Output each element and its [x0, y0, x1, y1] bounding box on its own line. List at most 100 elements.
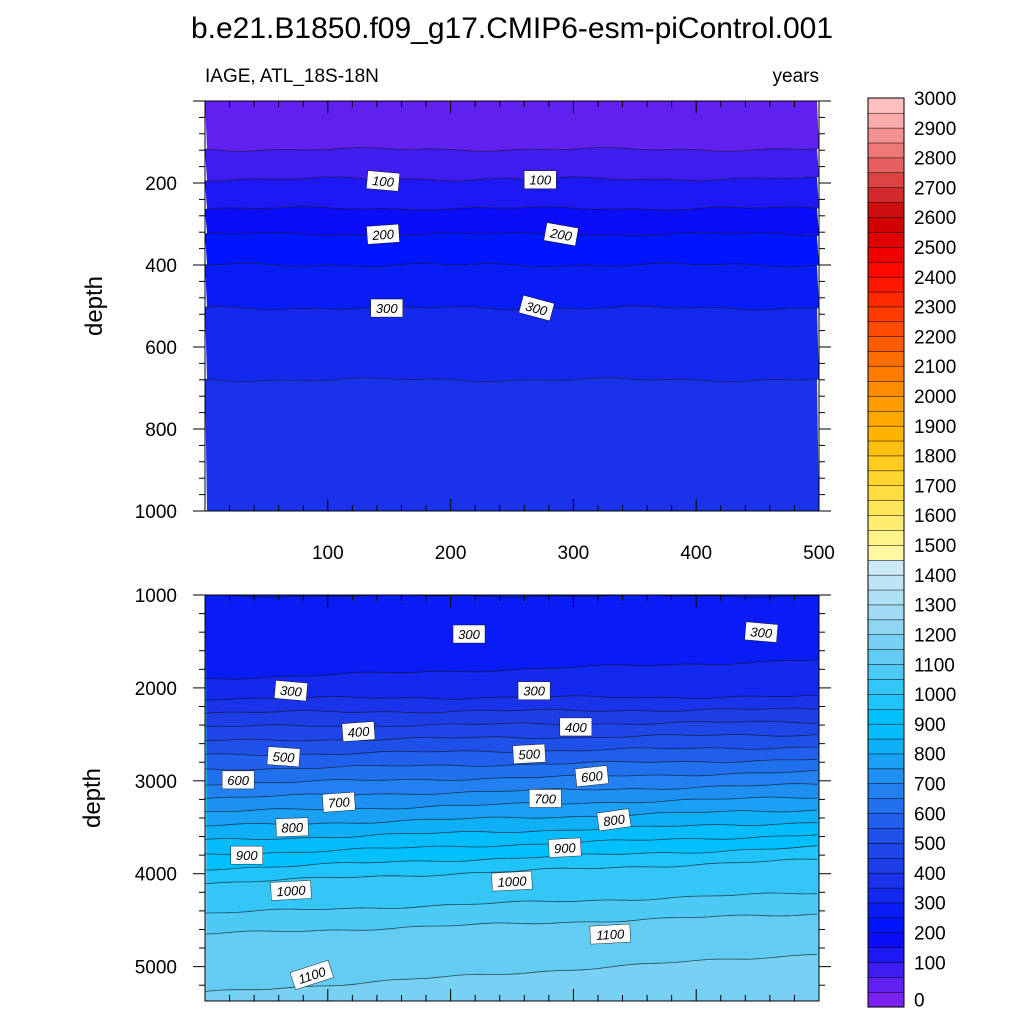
colorbar-label: 500 [914, 834, 946, 855]
colorbar-box [867, 619, 905, 636]
top-contour-band [205, 176, 819, 211]
svg-text:600: 600 [580, 768, 604, 785]
top-contour-line [205, 262, 818, 268]
top-contour-band [205, 206, 819, 236]
top-y-tick-label: 200 [145, 174, 177, 195]
colorbar: 0 100 200 300 400 500 600 700 800 900 1000 1100 1200… [867, 89, 956, 1012]
colorbar-box [867, 291, 905, 308]
svg-text:1100: 1100 [596, 926, 625, 942]
colorbar-box [867, 991, 905, 1008]
svg-text:900: 900 [554, 840, 577, 856]
svg-text:800: 800 [602, 811, 626, 829]
colorbar-box [867, 678, 905, 695]
bottom-contour-line [205, 892, 818, 914]
top-contour-band [205, 263, 819, 310]
colorbar-box [867, 380, 905, 397]
svg-text:100: 100 [372, 173, 396, 190]
bottom-contour-line [205, 720, 817, 727]
bottom-contour-line [205, 834, 818, 856]
colorbar-label: 0 [914, 991, 925, 1012]
bottom-y-tick-label: 2000 [135, 679, 177, 700]
top-contour-line [205, 176, 818, 182]
colorbar-label: 1900 [914, 417, 956, 438]
colorbar-box [867, 798, 905, 814]
svg-text:300: 300 [376, 301, 398, 316]
bottom-contour-line [205, 758, 818, 771]
bottom-contour-line [205, 783, 818, 799]
colorbar-box [867, 693, 905, 710]
svg-text:600: 600 [227, 773, 249, 788]
bottom-contour-label: 400 [559, 717, 593, 737]
colorbar-label: 100 [914, 953, 946, 974]
bottom-contour-label: 600 [574, 765, 609, 788]
bottom-contour-line [205, 822, 817, 841]
colorbar-label: 1500 [914, 536, 956, 557]
svg-text:100: 100 [529, 173, 551, 188]
colorbar-box [867, 112, 905, 129]
svg-text:700: 700 [328, 794, 351, 811]
top-contour-band [205, 147, 819, 181]
colorbar-box [867, 410, 905, 427]
bottom-contour-label: 1000 [270, 880, 312, 901]
colorbar-label: 1300 [914, 596, 956, 617]
top-contour-band [205, 306, 819, 382]
top-x-tick-label: 100 [312, 543, 344, 564]
colorbar-box [867, 962, 905, 978]
top-y-tick-label: 600 [145, 338, 177, 359]
bottom-contour-line [205, 954, 818, 992]
colorbar-box [867, 97, 905, 114]
colorbar-box [867, 365, 905, 382]
colorbar-label: 1800 [914, 447, 956, 468]
colorbar-box [867, 813, 905, 829]
colorbar-box [867, 351, 905, 367]
svg-text:400: 400 [565, 720, 587, 735]
colorbar-box [867, 187, 905, 203]
colorbar-box [867, 544, 905, 561]
bottom-contour-label: 700 [528, 789, 562, 808]
colorbar-box [867, 425, 905, 442]
colorbar-box [867, 827, 905, 844]
svg-text:300: 300 [523, 684, 545, 699]
bottom-y-tick-label: 5000 [135, 958, 177, 979]
colorbar-box [867, 157, 905, 174]
top-contour-band [205, 377, 819, 511]
bottom-contour-label: 300 [274, 680, 308, 702]
colorbar-box [867, 976, 905, 993]
colorbar-box [867, 231, 905, 248]
colorbar-label: 600 [914, 804, 946, 825]
top-plot-border [204, 100, 820, 512]
bottom-contour-label: 900 [230, 845, 263, 865]
colorbar-box [867, 470, 905, 486]
colorbar-border [867, 97, 905, 1008]
top-contour-label: 300 [518, 294, 555, 322]
svg-text:700: 700 [534, 791, 556, 806]
colorbar-box [867, 336, 905, 352]
colorbar-box [867, 947, 905, 963]
colorbar-box [867, 455, 905, 472]
top-y-axis-label: depth [81, 276, 108, 336]
top-contour-line [205, 206, 818, 211]
colorbar-box [867, 932, 905, 948]
top-contour-line [205, 146, 818, 152]
colorbar-box [867, 500, 905, 516]
bottom-y-tick-label: 4000 [135, 865, 177, 886]
top-y-tick-label: 1000 [135, 502, 177, 523]
bottom-contour-label: 400 [341, 721, 376, 742]
colorbar-box [867, 917, 905, 934]
colorbar-box [867, 872, 905, 889]
colorbar-label: 700 [914, 775, 946, 796]
bottom-y-tick-label: 1000 [135, 586, 177, 607]
colorbar-label: 300 [914, 894, 946, 915]
colorbar-box [867, 723, 905, 740]
colorbar-box [867, 604, 905, 621]
colorbar-box [867, 276, 905, 293]
colorbar-box [867, 783, 905, 799]
bottom-contour-line [205, 733, 818, 742]
svg-text:500: 500 [272, 749, 295, 766]
colorbar-box [867, 172, 905, 188]
bottom-contour-label: 300 [517, 681, 551, 700]
colorbar-box [867, 887, 905, 904]
svg-text:300: 300 [524, 298, 550, 318]
colorbar-box [867, 902, 905, 919]
